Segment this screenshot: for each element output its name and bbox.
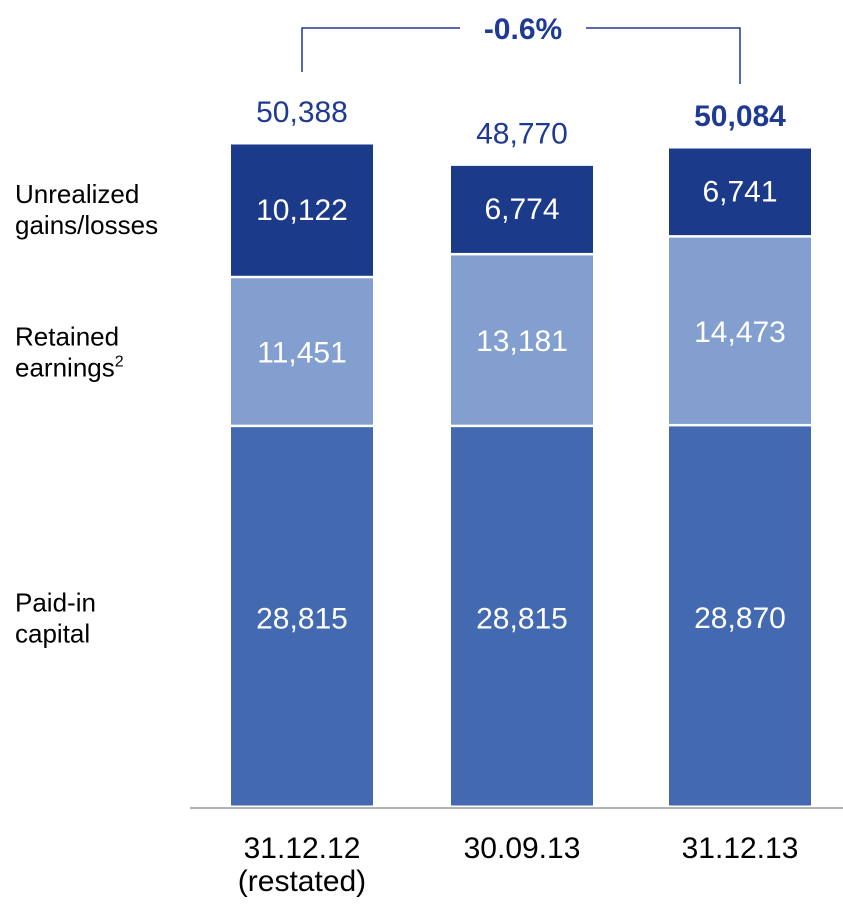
- x-tick-label: 30.09.13: [464, 832, 581, 865]
- text-line: (restated): [238, 865, 366, 898]
- bar-segment: [231, 278, 373, 425]
- segment-label: 6,741: [702, 176, 777, 209]
- segment-label: 10,122: [256, 194, 348, 227]
- bracket-left: [301, 27, 460, 72]
- total-label: 50,084: [694, 100, 786, 133]
- bar-segment: [669, 148, 811, 236]
- text-line: 31.12.13: [682, 832, 799, 865]
- text-line: earnings: [15, 352, 115, 382]
- text-line: Retained: [15, 321, 119, 351]
- legend-label: Paid-in capital: [15, 588, 96, 649]
- text-line: 30.09.13: [464, 832, 581, 865]
- text-line: Unrealized: [15, 179, 139, 209]
- text-line: Paid-in: [15, 588, 96, 618]
- text-line: capital: [15, 619, 90, 649]
- change-bracket: [301, 27, 741, 84]
- bar-segment: [451, 165, 593, 253]
- text-line: 31.12.12: [244, 832, 361, 865]
- bar-segment: [231, 427, 373, 806]
- legend-label: Retained earnings2: [15, 321, 124, 382]
- segment-label: 13,181: [476, 325, 568, 358]
- bar-segment: [231, 144, 373, 276]
- segment-label: 14,473: [694, 316, 786, 349]
- bar-segment: [669, 237, 811, 424]
- segment-label: 11,451: [257, 336, 347, 369]
- bar-segment: [451, 255, 593, 425]
- text-line: gains/losses: [15, 210, 158, 240]
- x-tick-label: 31.12.13: [682, 832, 799, 865]
- segment-label: 28,815: [256, 603, 348, 636]
- change-annotation: -0.6%: [484, 13, 562, 46]
- legend-superscript: 2: [115, 353, 124, 370]
- bar-segment: [451, 427, 593, 806]
- bar-segment: [669, 426, 811, 806]
- total-label: 48,770: [476, 117, 568, 150]
- segment-label: 28,815: [476, 603, 568, 636]
- legend-label: Unrealized gains/losses: [15, 179, 158, 240]
- total-label: 50,388: [256, 96, 348, 129]
- segment-label: 28,870: [694, 602, 786, 635]
- segment-label: 6,774: [484, 193, 559, 226]
- x-tick-label: 31.12.12 (restated): [238, 832, 366, 898]
- bracket-right: [586, 27, 741, 84]
